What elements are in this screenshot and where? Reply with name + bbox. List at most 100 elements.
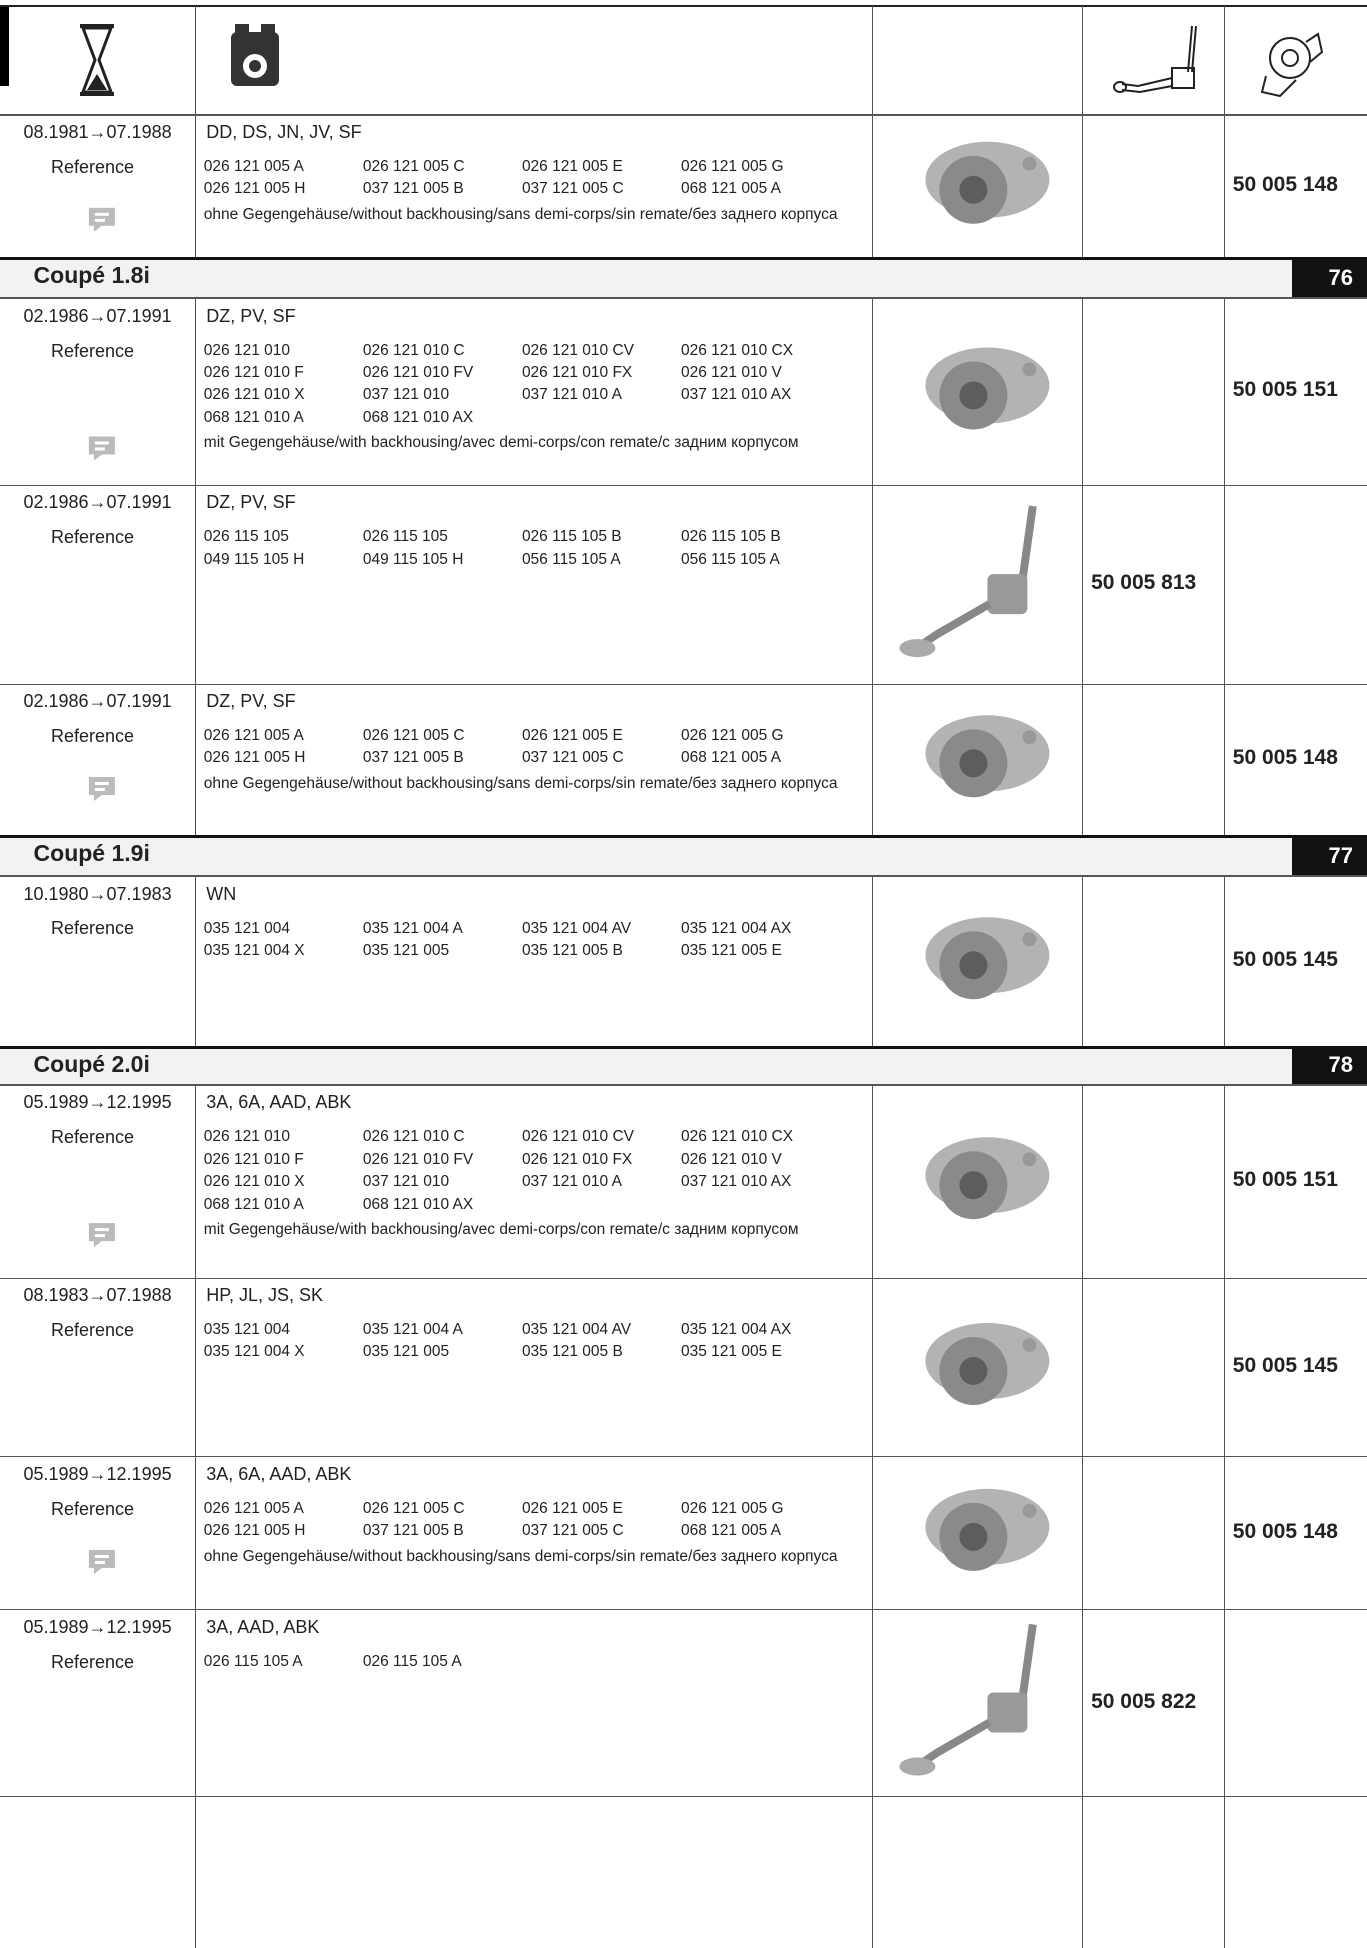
note-icon <box>88 776 115 801</box>
section-rule <box>0 1083 1367 1086</box>
icon-line <box>94 447 105 451</box>
water-pump-image <box>925 1137 1050 1220</box>
note: ohne Gegengehäuse/without backhousing/sa… <box>203 1547 838 1565</box>
part-code: 068 121 010 AX <box>362 1195 474 1213</box>
part-code: 035 121 004 <box>203 919 290 937</box>
note: ohne Gegengehäuse/without backhousing/sa… <box>203 774 838 792</box>
part-code: 037 121 005 B <box>362 749 464 767</box>
part-code: 026 121 005 G <box>681 1499 784 1517</box>
part-code: 026 121 005 C <box>362 1499 465 1517</box>
part-code: 035 121 004 X <box>203 1343 305 1361</box>
part-code: 068 121 010 AX <box>362 408 474 426</box>
part-code: 037 121 010 AX <box>681 386 792 404</box>
part-code: 056 115 105 A <box>681 550 780 568</box>
section-number: 77 <box>1292 835 1367 877</box>
icon-tail <box>93 1567 102 1574</box>
column-rule <box>1224 6 1226 1948</box>
icon-tail <box>93 794 102 801</box>
oil-pump-number: 50 005 822 <box>1091 1689 1197 1713</box>
part-code: 026 121 005 C <box>362 726 465 744</box>
water-pump-number: 50 005 148 <box>1232 1519 1338 1543</box>
pickup <box>920 600 992 648</box>
icon-body <box>88 1549 115 1568</box>
section-number: 78 <box>1292 1046 1367 1085</box>
bolt <box>1022 730 1037 745</box>
part-code: 026 121 010 F <box>203 364 304 382</box>
part-code: 026 121 010 FX <box>521 1150 633 1168</box>
water-pump-image <box>925 1488 1050 1571</box>
hub <box>959 749 988 778</box>
part-code: 026 121 010 C <box>362 341 465 359</box>
part-code: 035 121 005 <box>362 941 450 959</box>
column-rule <box>195 6 197 1948</box>
column-rule <box>872 6 874 1948</box>
column-rule <box>1082 6 1084 1948</box>
reference: Reference <box>51 1498 135 1519</box>
note-icon <box>88 207 115 232</box>
part-code: 037 121 010 A <box>521 386 622 404</box>
icon-line <box>94 218 105 222</box>
bolt <box>1022 156 1037 171</box>
reference: Reference <box>51 340 135 361</box>
bolt <box>1022 1152 1037 1167</box>
part-code: 037 121 010 AX <box>681 1173 792 1191</box>
part-code: 037 121 005 C <box>521 180 624 198</box>
part-code: 037 121 005 C <box>521 1522 624 1540</box>
part-code: 068 121 010 A <box>203 1195 304 1213</box>
engines: 3A, 6A, AAD, ABK <box>206 1092 352 1113</box>
note: ohne Gegengehäuse/without backhousing/sa… <box>203 205 838 223</box>
icon-body <box>88 776 115 795</box>
part-code: 026 115 105 B <box>681 528 781 546</box>
dates: 05.1989→12.1995 <box>23 1463 172 1484</box>
section-number: 76 <box>1292 257 1367 299</box>
oil-pump-image <box>899 1623 1037 1776</box>
icon-line <box>94 781 109 785</box>
reference: Reference <box>51 156 135 177</box>
part-code: 026 121 005 G <box>681 726 784 744</box>
section-title: Coupé 1.8i <box>33 262 150 289</box>
row-rule <box>0 1456 1367 1458</box>
row-rule <box>0 1277 1367 1279</box>
part-code: 026 121 010 X <box>203 1173 305 1191</box>
strainer <box>899 1757 936 1776</box>
row-rule <box>0 484 1367 486</box>
section-bar <box>0 835 1367 877</box>
hub <box>959 175 988 204</box>
engines: 3A, AAD, ABK <box>206 1616 320 1637</box>
icon-line <box>94 787 105 791</box>
reference: Reference <box>51 1651 135 1672</box>
engines: DD, DS, JN, JV, SF <box>206 121 362 142</box>
water-pump-number: 50 005 145 <box>1232 948 1338 972</box>
part-code: 026 121 010 F <box>203 1150 304 1168</box>
part-code: 026 121 010 CV <box>521 341 634 359</box>
note-icon <box>88 1223 115 1248</box>
part-code: 035 121 004 X <box>203 941 305 959</box>
part-code: 035 121 005 B <box>521 1343 623 1361</box>
row-rule <box>0 1609 1367 1611</box>
date-icon <box>80 24 114 96</box>
hub <box>959 1171 988 1200</box>
part-code: 037 121 005 B <box>362 180 464 198</box>
water-pump-number: 50 005 151 <box>1232 1168 1338 1192</box>
hub <box>959 381 988 410</box>
part-code: 026 121 005 H <box>203 180 306 198</box>
icon-tail <box>93 1241 102 1248</box>
engines: DZ, PV, SF <box>206 305 296 326</box>
reference: Reference <box>51 1319 135 1340</box>
hub <box>959 1357 988 1385</box>
section-rule <box>0 297 1367 300</box>
engines: 3A, 6A, AAD, ABK <box>206 1463 352 1484</box>
engines: DZ, PV, SF <box>206 690 296 711</box>
note: mit Gegengehäuse/with backhousing/avec d… <box>203 1221 799 1239</box>
water-pump-image <box>925 917 1050 1000</box>
part-code: 026 121 005 H <box>203 749 306 767</box>
row-rule <box>0 1795 1367 1797</box>
part-code: 037 121 005 C <box>521 749 624 767</box>
part-code: 026 115 105 A <box>203 1652 303 1670</box>
part-code: 026 121 005 E <box>521 1499 623 1517</box>
part-code: 049 115 105 H <box>362 550 464 568</box>
part-code: 035 121 004 AV <box>521 1321 632 1339</box>
strainer <box>899 639 936 658</box>
